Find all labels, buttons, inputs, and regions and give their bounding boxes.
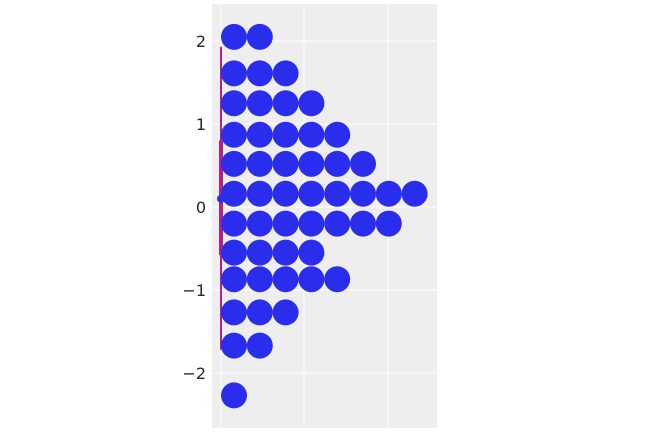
dot-row-8-3 (298, 266, 325, 293)
dot-row-4-2 (272, 150, 299, 177)
dot-row-8-1 (246, 266, 273, 293)
dot-row-8-0 (221, 266, 247, 293)
dot-row-5-1 (246, 180, 273, 207)
y-axis-ticks: 2 1 0 −1 −2 (182, 32, 206, 383)
dot-row-6-6 (375, 210, 402, 237)
dot-row-9-0 (221, 299, 247, 326)
dot-row-6-2 (272, 210, 299, 237)
y-tick-label: 0 (196, 198, 206, 217)
dot-row-4-5 (350, 150, 376, 177)
dot-row-2-2 (272, 90, 299, 117)
dot-row-5-4 (324, 180, 351, 207)
dot-row-7-1 (246, 239, 273, 266)
dot-row-11-0 (221, 382, 247, 409)
dot-row-1-0 (221, 60, 247, 87)
dot-row-8-4 (324, 266, 351, 293)
y-tick-label: −1 (182, 281, 206, 300)
dot-row-6-5 (350, 210, 376, 237)
dot-row-5-6 (375, 180, 402, 207)
dot-row-1-1 (246, 60, 273, 87)
dot-row-4-1 (246, 150, 273, 177)
y-tick-label: 1 (196, 115, 206, 134)
dot-row-3-3 (298, 121, 325, 148)
dot-row-3-4 (324, 121, 351, 148)
dot-row-2-3 (298, 90, 325, 117)
dot-row-7-2 (272, 239, 299, 266)
dot-row-10-1 (246, 332, 273, 359)
dot-row-3-2 (272, 121, 299, 148)
dot-row-4-4 (324, 150, 351, 177)
dot-row-5-5 (350, 180, 376, 207)
dot-row-1-2 (272, 60, 299, 87)
dot-row-5-0 (221, 180, 247, 207)
dot-row-2-0 (221, 90, 247, 117)
credible-interval (217, 46, 225, 350)
dot-row-6-0 (221, 210, 247, 237)
dots-layer (221, 23, 428, 409)
y-tick-label: 2 (196, 32, 206, 51)
dot-row-5-7 (401, 180, 428, 207)
dot-row-5-3 (298, 180, 325, 207)
dot-row-0-1 (246, 23, 273, 50)
dot-row-9-2 (272, 299, 299, 326)
dot-row-7-0 (221, 239, 247, 266)
dot-row-0-0 (221, 23, 247, 50)
dot-row-4-0 (221, 150, 247, 177)
dot-row-6-3 (298, 210, 325, 237)
plot-background (212, 4, 437, 428)
dot-row-5-2 (272, 180, 299, 207)
dot-row-4-3 (298, 150, 325, 177)
dot-row-7-3 (298, 239, 325, 266)
dot-row-10-0 (221, 332, 247, 359)
dot-row-9-1 (246, 299, 273, 326)
dot-row-3-1 (246, 121, 273, 148)
y-tick-label: −2 (182, 364, 206, 383)
dot-row-6-1 (246, 210, 273, 237)
dot-row-3-0 (221, 121, 247, 148)
dot-row-8-2 (272, 266, 299, 293)
dot-row-2-1 (246, 90, 273, 117)
dot-row-6-4 (324, 210, 351, 237)
